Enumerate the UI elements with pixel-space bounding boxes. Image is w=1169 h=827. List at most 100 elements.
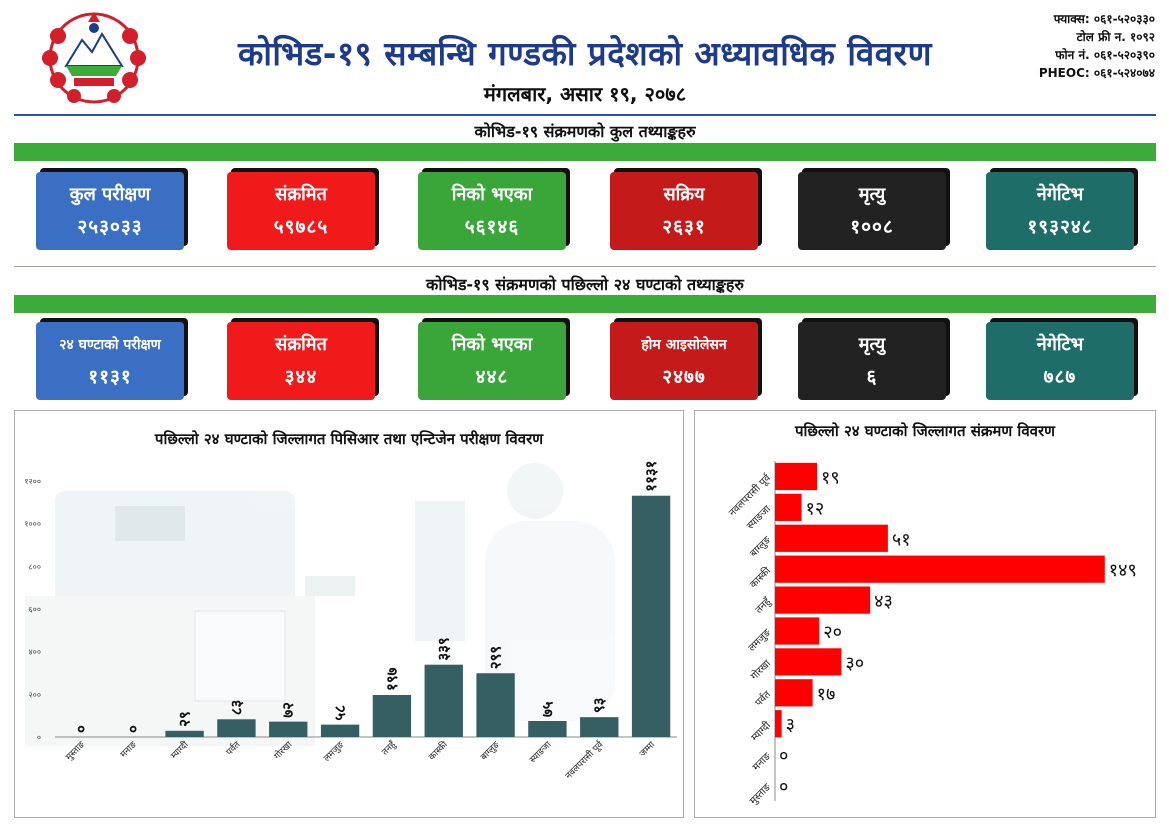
card-24h-infected: संक्रमित ३४४ [227,322,375,400]
bar [165,730,204,737]
card-24h-deaths: मृत्यु ६ [798,322,946,400]
bar [476,673,515,737]
category-label: तनहुँ [379,738,399,758]
lab-illustration [25,463,615,746]
data-label: ५१ [892,529,911,550]
card-value: १००८ [850,216,894,238]
fax-number: फ्याक्स: ०६१-५२०३३० [1053,12,1155,26]
category-label: लमजुङ [747,627,774,654]
card-value: २६३१ [662,216,706,238]
card-label: कुल परीक्षण [69,184,151,205]
category-label: जम्मा [638,740,658,760]
data-label: २९९ [487,646,505,669]
card-label: संक्रमित [275,184,327,205]
y-tick-label: १२०० [24,477,41,486]
phone-number: फोन नं. ०६१-५२०३९० [1055,48,1155,62]
data-label: १७ [817,684,836,705]
card-value: ११३१ [88,366,132,388]
district-test-chart: ० २०० ४०० ६०० ८०० १००० १२०० ०मुस्ताङ०मनाङ२९म्य… [24,461,677,782]
y-tick-label: ८०० [29,562,41,571]
data-label: ७२ [279,702,297,718]
category-label: स्याङजा [528,740,554,766]
card-total-recovered: निको भएका ५६१४६ [418,172,566,250]
card-label: सक्रिय [663,184,705,205]
card-value: २४७७ [662,366,706,388]
bar [631,495,671,737]
district-infection-chart-panel: पछिल्लो २४ घण्टाको जिल्लागत संक्रमण विवर… [694,410,1156,818]
data-label: २९ [176,711,194,727]
nepal-emblem-icon [42,12,146,104]
card-total-negative: नेगेटिभ १९३२४८ [986,172,1134,250]
bar [372,694,412,737]
chart-title: पछिल्लो २४ घण्टाको जिल्लागत पिसिआर तथा ए… [154,430,544,448]
contact-info: फ्याक्स: ०६१-५२०३३० टोल फ्री न. १०९२ फोन… [965,10,1155,82]
bar [775,555,1105,583]
y-tick-label: ४०० [29,648,41,657]
category-label: पर्वत [753,688,774,709]
header-divider [14,114,1156,116]
bar [580,717,619,737]
bars-group: ०मुस्ताङ०मनाङ२९म्याग्दी८३पर्वत७२गोरखा५८ल… [64,461,671,782]
category-label: स्याङजा [745,503,773,531]
data-label: १९ [821,467,840,488]
bar [775,493,802,521]
data-label: ७५ [538,701,556,717]
last24-section-title: कोभिड-१९ संक्रमणको पछिल्लो २४ घण्टाको तथ… [426,275,744,294]
section-divider [14,266,1156,267]
data-label: १४९ [1109,560,1137,581]
card-value: ५९७८५ [273,216,329,238]
tollfree-number: टोल फ्री न. १०९२ [1076,30,1155,44]
data-label: ३३९ [435,637,453,660]
y-tick-label: ६०० [29,605,41,614]
data-label: १२ [806,498,825,519]
card-value: १९३२४८ [1027,216,1093,238]
card-value: ५६१४६ [464,216,520,238]
card-value: ७८७ [1043,366,1077,388]
card-value: ३४४ [284,366,318,388]
card-value: ४४८ [475,366,509,388]
card-label: नेगेटिभ [1036,334,1084,355]
data-label: ८३ [227,700,245,716]
data-label: ५८ [331,705,349,721]
bar [217,719,256,737]
data-label: ४३ [874,591,893,612]
category-label: मनाङ [751,751,774,774]
data-label: २० [823,622,842,643]
card-label: निको भएका [451,184,533,205]
category-label: कास्की [747,565,773,591]
bar [320,724,360,737]
card-total-deaths: मृत्यु १००८ [798,172,946,250]
category-label: कास्की [426,738,451,763]
bar [775,648,842,676]
card-label: नेगेटिभ [1036,184,1084,205]
category-label: लमजुङ [322,740,346,764]
data-label: ० [779,777,788,798]
card-value: ६ [866,366,878,388]
bar [775,586,871,614]
category-label: बाग्लुङ [748,534,773,559]
data-label: ३ [786,715,795,736]
card-label: मृत्यु [858,334,886,355]
bar [775,462,818,491]
card-label: मृत्यु [858,184,886,205]
report-date: मंगलबार, असार १९, २०७८ [483,82,687,106]
bar [775,524,888,552]
bar [775,710,782,738]
data-label: ० [779,746,788,767]
green-band-bottom [14,295,1156,313]
green-band-top [14,143,1156,161]
bar [775,679,813,707]
card-24h-tests: २४ घण्टाको परीक्षण ११३१ [36,322,184,400]
data-label: १९७ [383,667,401,691]
y-axis: ० २०० ४०० ६०० ८०० १००० १२०० [24,477,677,742]
card-24h-negative: नेगेटिभ ७८७ [986,322,1134,400]
data-label: ११३१ [642,461,660,492]
card-24h-home-isolation: होम आइसोलेसन २४७७ [610,322,758,400]
chart-title: पछिल्लो २४ घण्टाको जिल्लागत संक्रमण विवर… [795,422,1055,440]
y-tick-label: २०० [29,690,41,699]
card-value: २५३०३३ [77,216,143,238]
header: कोभिड-१९ सम्बन्धि गण्डकी प्रदेशको अध्याव… [0,0,1169,112]
card-label: निको भएका [451,334,533,355]
